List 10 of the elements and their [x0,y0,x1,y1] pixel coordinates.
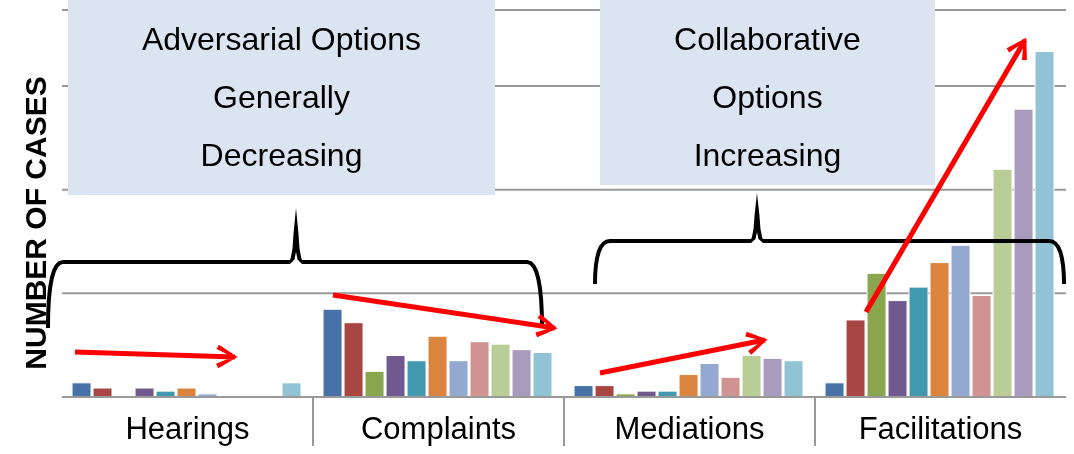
annotation: Adversarial Options Generally Decreasing [140,20,423,175]
annotation: Collaborative Options Increasing [673,20,862,175]
x-tick-label: Complaints [360,411,517,447]
bar [281,382,302,397]
callout-box: Adversarial Options Generally Decreasing [68,0,495,195]
callout-box: Collaborative Options Increasing [600,0,935,185]
x-tick-label: Mediations [614,411,765,447]
x-tick-label: Facilitations [858,411,1023,447]
x-tick-label: Hearings [125,411,250,447]
y-axis-title: NUMBER OF CASES [19,76,53,370]
